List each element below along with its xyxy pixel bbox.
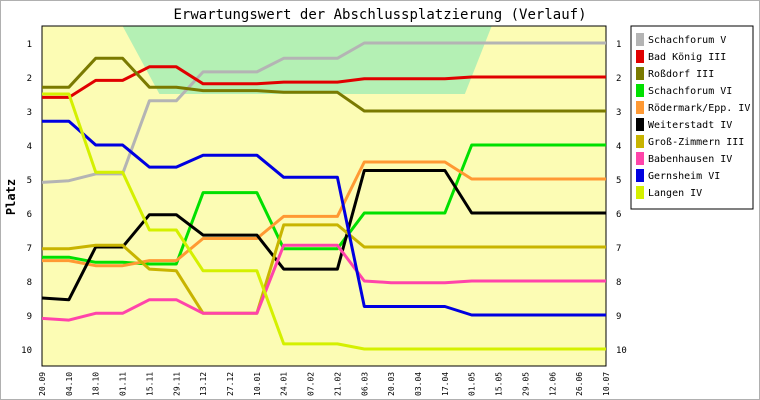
- x-tick-labels: 20.09 04.10 18.10 01.11 15.11 29.11 13.12 27.12…: [38, 372, 611, 396]
- y-tick-left: 8: [27, 278, 32, 288]
- legend-label: Babenhausen IV: [648, 154, 732, 165]
- legend-label: Groß-Zimmern III: [648, 137, 744, 148]
- legend-label: Rödermark/Epp. IV: [648, 103, 750, 114]
- x-tick-label: 12.06: [548, 372, 557, 396]
- y-tick-right: 8: [616, 278, 621, 288]
- legend-label: Schachforum VI: [648, 86, 732, 97]
- y-tick-right: 10: [616, 346, 627, 356]
- x-tick-label: 21.02: [333, 372, 342, 396]
- series-lines: [42, 41, 606, 351]
- legend-label: Roßdorf III: [648, 69, 714, 80]
- legend: [630, 25, 754, 210]
- x-tick-label: 26.06: [575, 372, 584, 396]
- y-tick-right: 7: [616, 244, 621, 254]
- legend-label: Weiterstadt IV: [648, 120, 732, 131]
- x-tick-label: 10.01: [253, 372, 262, 396]
- series-line: [42, 223, 606, 315]
- legend-items: Schachforum V Bad König III Roßdorf III Sch…: [636, 33, 750, 199]
- y-tick-right: 3: [616, 108, 621, 118]
- y-tick-labels: 1 1 2 2 3 3 4 4 5 5 6 6 7 7 8 8 9 9 10 10: [21, 40, 627, 356]
- y-tick-left: 2: [27, 74, 32, 84]
- series-line: [42, 92, 606, 351]
- legend-swatch: [636, 152, 644, 165]
- x-tick-label: 20.03: [387, 372, 396, 396]
- y-axis-label: Platz: [4, 179, 18, 215]
- y-tick-right: 6: [616, 210, 621, 220]
- legend-swatch: [636, 186, 644, 199]
- x-tick-label: 03.04: [414, 372, 423, 396]
- legend-swatch: [636, 101, 644, 114]
- y-tick-left: 6: [27, 210, 32, 220]
- x-tick-label: 24.01: [280, 372, 289, 396]
- x-tick-label: 27.12: [226, 372, 235, 396]
- legend-swatch: [636, 169, 644, 182]
- legend-label: Bad König III: [648, 52, 726, 63]
- series-line: [42, 243, 606, 322]
- x-tick-label: 07.02: [307, 372, 316, 396]
- y-tick-left: 7: [27, 244, 32, 254]
- series-line: [42, 160, 606, 268]
- y-tick-left: 3: [27, 108, 32, 118]
- plot-area: [41, 25, 607, 367]
- y-tick-left: 4: [27, 142, 32, 152]
- legend-swatch: [636, 50, 644, 63]
- x-tick-label: 17.04: [441, 372, 450, 396]
- legend-label: Langen IV: [648, 188, 702, 199]
- y-tick-right: 5: [616, 176, 621, 186]
- y-tick-left: 1: [27, 40, 32, 50]
- x-tick-label: 29.05: [521, 372, 530, 396]
- legend-swatch: [636, 33, 644, 46]
- x-tick-label: 01.11: [119, 372, 128, 396]
- x-tick-label: 18.10: [92, 372, 101, 396]
- y-tick-right: 2: [616, 74, 621, 84]
- band-1: [122, 26, 492, 94]
- series-line: [42, 169, 606, 302]
- legend-label: Schachforum V: [648, 35, 726, 46]
- legend-swatch: [636, 135, 644, 148]
- x-tick-label: 13.12: [199, 372, 208, 396]
- legend-swatch: [636, 84, 644, 97]
- y-tick-right: 1: [616, 40, 621, 50]
- x-tick-label: 10.07: [602, 372, 611, 396]
- series-line: [42, 41, 606, 184]
- x-tick-label: 20.09: [38, 372, 47, 396]
- y-tick-right: 9: [616, 312, 621, 322]
- chart-title: Erwartungswert der Abschlussplatzierung …: [173, 7, 586, 23]
- x-tick-label: 15.05: [495, 372, 504, 396]
- x-tick-label: 06.03: [360, 372, 369, 396]
- x-tick-label: 15.11: [145, 372, 154, 396]
- x-tick-label: 01.05: [468, 372, 477, 396]
- y-tick-left: 10: [21, 346, 32, 356]
- y-tick-left: 5: [27, 176, 32, 186]
- y-tick-right: 4: [616, 142, 621, 152]
- legend-swatch: [636, 67, 644, 80]
- x-tick-label: 04.10: [65, 372, 74, 396]
- series-line: [42, 56, 606, 113]
- legend-swatch: [636, 118, 644, 131]
- series-line: [42, 119, 606, 317]
- x-tick-label: 29.11: [172, 372, 181, 396]
- y-tick-left: 9: [27, 312, 32, 322]
- legend-label: Gernsheim VI: [648, 171, 720, 182]
